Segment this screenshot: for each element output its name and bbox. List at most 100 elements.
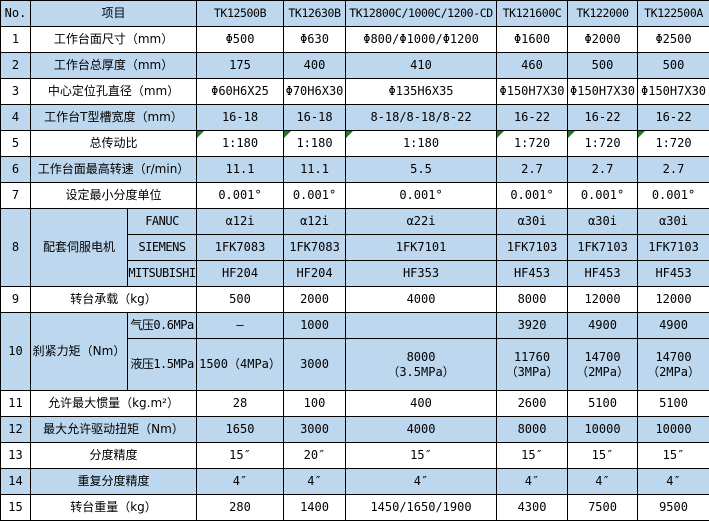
table-row: 8 配套伺服电机 FANUC α12i α12i α22i α30i α30i …	[0, 208, 709, 287]
value-cell: 12000	[637, 286, 709, 313]
row-number: 15	[0, 494, 31, 521]
column-header-model: TK122500A	[637, 0, 709, 27]
value-cell: 4″	[345, 468, 498, 495]
value-cell: HF453	[567, 260, 639, 287]
value-cell: 2.7	[567, 156, 639, 183]
cell-text: 1:720	[584, 136, 621, 150]
row-number: 1	[0, 26, 31, 53]
table-row: 11 允许最大惯量（kg.m²） 28 100 400 2600 5100 51…	[0, 390, 709, 417]
value-cell: 1:180	[283, 130, 347, 157]
value-cell: Φ630	[283, 26, 347, 53]
value-cell: 16-22	[496, 104, 569, 131]
value-cell: 1500（4MPa）	[196, 338, 285, 391]
value-cell: 15″	[196, 442, 285, 469]
flag-triangle-icon	[346, 131, 354, 138]
value-cell: 3000	[283, 338, 347, 391]
value-cell: 1FK7101	[345, 234, 498, 261]
value-cell	[345, 312, 498, 339]
table-row: SIEMENS 1FK7083 1FK7083 1FK7101 1FK7103 …	[1, 234, 709, 261]
value-cell: 14700 （2MPa）	[637, 338, 709, 391]
row-label: 设定最小分度单位	[29, 182, 198, 209]
value-cell: 1FK7083	[283, 234, 347, 261]
flag-triangle-icon	[284, 131, 292, 138]
value-cell: —	[196, 312, 285, 339]
value-cell: 3000	[283, 416, 347, 443]
value-cell: 2600	[496, 390, 569, 417]
value-cell: 15″	[496, 442, 569, 469]
table-row: 10 刹紧力矩（Nm） 气压0.6MPa — 1000 3920 4900 49…	[0, 312, 709, 391]
value-cell: 1FK7103	[496, 234, 569, 261]
value-cell: 2.7	[637, 156, 709, 183]
value-cell: 15″	[345, 442, 498, 469]
column-header-model: TK122000	[567, 0, 639, 27]
value-cell: 4900	[567, 312, 639, 339]
flag-triangle-icon	[568, 131, 576, 138]
value-cell: 28	[196, 390, 285, 417]
sub-row-label: SIEMENS	[126, 234, 198, 261]
value-cell: 500	[196, 286, 285, 313]
column-header-model: TK12800C/1000C/1200-CD	[345, 0, 498, 27]
value-cell: 4000	[345, 416, 498, 443]
value-cell: α12i	[283, 208, 347, 235]
value-cell: 8-18/8-18/8-22	[345, 104, 498, 131]
value-cell: 0.001°	[283, 182, 347, 209]
value-cell: 3920	[496, 312, 569, 339]
table-row: 1 工作台面尺寸（mm） Φ500 Φ630 Φ800/Φ1000/Φ1200 …	[0, 26, 709, 53]
cell-text: 1:720	[513, 136, 551, 150]
table-row: 液压1.5MPa 1500（4MPa） 3000 8000 （3.5MPa） 1…	[1, 338, 709, 391]
row-number: 6	[0, 156, 31, 183]
table-row: 4 工作台T型槽宽度（mm） 16-18 16-18 8-18/8-18/8-2…	[0, 104, 709, 131]
flag-triangle-icon	[638, 131, 646, 138]
value-cell: 16-18	[283, 104, 347, 131]
value-cell: 1FK7103	[637, 234, 709, 261]
row-label: 中心定位孔直径（mm）	[29, 78, 198, 105]
value-cell: 16-18	[196, 104, 285, 131]
value-cell: 2000	[283, 286, 347, 313]
value-cell: α30i	[496, 208, 569, 235]
value-cell: 1400	[283, 494, 347, 521]
value-cell: 1:720	[637, 130, 709, 157]
sub-row-label: FANUC	[126, 208, 198, 235]
row-label: 总传动比	[29, 130, 198, 157]
value-cell: HF353	[345, 260, 498, 287]
value-cell: α30i	[567, 208, 639, 235]
row-label: 工作台面尺寸（mm）	[29, 26, 198, 53]
value-cell: HF453	[496, 260, 569, 287]
value-cell: 1000	[283, 312, 347, 339]
value-cell: 20″	[283, 442, 347, 469]
row-number: 5	[0, 130, 31, 157]
value-cell: Φ70H6X30	[283, 78, 347, 105]
row-label: 重复分度精度	[29, 468, 198, 495]
value-cell: 1FK7083	[196, 234, 285, 261]
row-number: 8	[0, 208, 31, 287]
row-number: 14	[0, 468, 31, 495]
row-label: 转台重量（kg）	[29, 494, 198, 521]
value-cell: Φ1600	[496, 26, 569, 53]
value-cell: 175	[196, 52, 285, 79]
row-number: 10	[0, 312, 31, 391]
value-cell: 8000 （3.5MPa）	[345, 338, 498, 391]
value-cell: Φ150H7X30	[567, 78, 639, 105]
table-row: 5 总传动比 1:180 1:180 1:180 1:720 1:720 1:7…	[0, 130, 709, 157]
flag-triangle-icon	[497, 131, 505, 138]
value-cell: 4900	[637, 312, 709, 339]
value-cell: 1:180	[196, 130, 285, 157]
table-row: 12 最大允许驱动扭矩（Nm） 1650 3000 4000 8000 1000…	[0, 416, 709, 443]
header-row: No. 项目 TK12500B TK12630B TK12800C/1000C/…	[0, 0, 709, 27]
value-cell: 100	[283, 390, 347, 417]
value-cell: 280	[196, 494, 285, 521]
table-row: MITSUBISHI HF204 HF204 HF353 HF453 HF453…	[1, 260, 709, 287]
value-cell: Φ2000	[567, 26, 639, 53]
value-cell: Φ2500	[637, 26, 709, 53]
sub-row-label: 液压1.5MPa	[126, 338, 198, 391]
value-cell: Φ135H6X35	[345, 78, 498, 105]
value-cell: HF204	[196, 260, 285, 287]
value-cell: 410	[345, 52, 498, 79]
row-label: 最大允许驱动扭矩（Nm）	[29, 416, 198, 443]
value-cell: 8000	[496, 416, 569, 443]
value-cell: 4000	[345, 286, 498, 313]
value-cell: 0.001°	[345, 182, 498, 209]
value-cell: 1450/1650/1900	[345, 494, 498, 521]
value-cell: Φ60H6X25	[196, 78, 285, 105]
column-header-model: TK12630B	[283, 0, 347, 27]
